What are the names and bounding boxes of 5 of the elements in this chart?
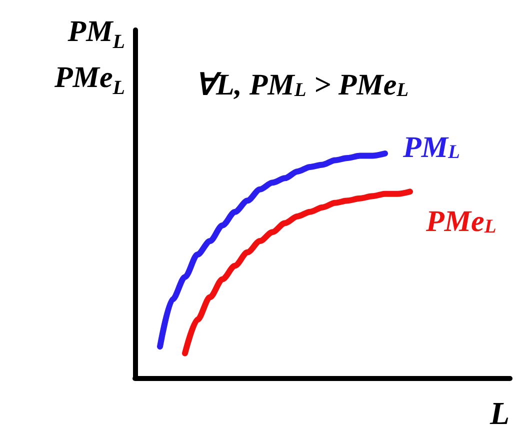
series-label: PML (402, 130, 460, 164)
text: ∀L, PML > PMeL (195, 68, 409, 102)
y-axis-title: PM$_{L}$ PMe$_{L}$ (53, 14, 125, 101)
x-axis-title: L (489, 395, 510, 429)
series-label: PMeL (425, 205, 496, 238)
